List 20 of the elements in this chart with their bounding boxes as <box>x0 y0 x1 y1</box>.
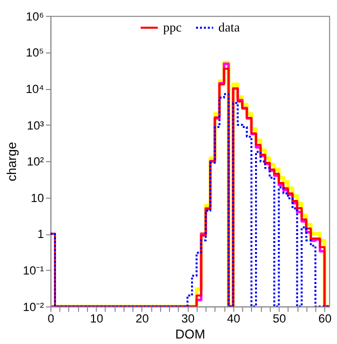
x-tick-label: 20 <box>136 312 150 326</box>
y-tick-label: 10⁻² <box>22 300 44 314</box>
y-tick-label: 10⁻¹ <box>22 264 44 278</box>
x-tick-label: 30 <box>181 312 195 326</box>
y-tick-label: 10⁶ <box>26 9 44 24</box>
x-tick-label: 60 <box>318 312 332 326</box>
y-tick-label: 1 <box>37 227 44 242</box>
x-axis-title: DOM <box>175 326 206 342</box>
y-tick-label: 10⁴ <box>26 82 44 96</box>
y-tick-label: 10⁵ <box>26 46 44 60</box>
legend-label: data <box>218 20 240 35</box>
x-tick-label: 40 <box>227 312 241 326</box>
y-tick-label: 10 <box>30 190 44 205</box>
x-tick-label: 10 <box>90 312 104 326</box>
y-tick-label: 10² <box>26 154 44 169</box>
y-axis-title: charge <box>4 142 19 182</box>
x-tick-label: 50 <box>272 312 286 326</box>
legend-label: ppc <box>163 20 182 35</box>
y-tick-label: 10³ <box>26 118 44 132</box>
x-tick-label: 0 <box>48 312 55 326</box>
